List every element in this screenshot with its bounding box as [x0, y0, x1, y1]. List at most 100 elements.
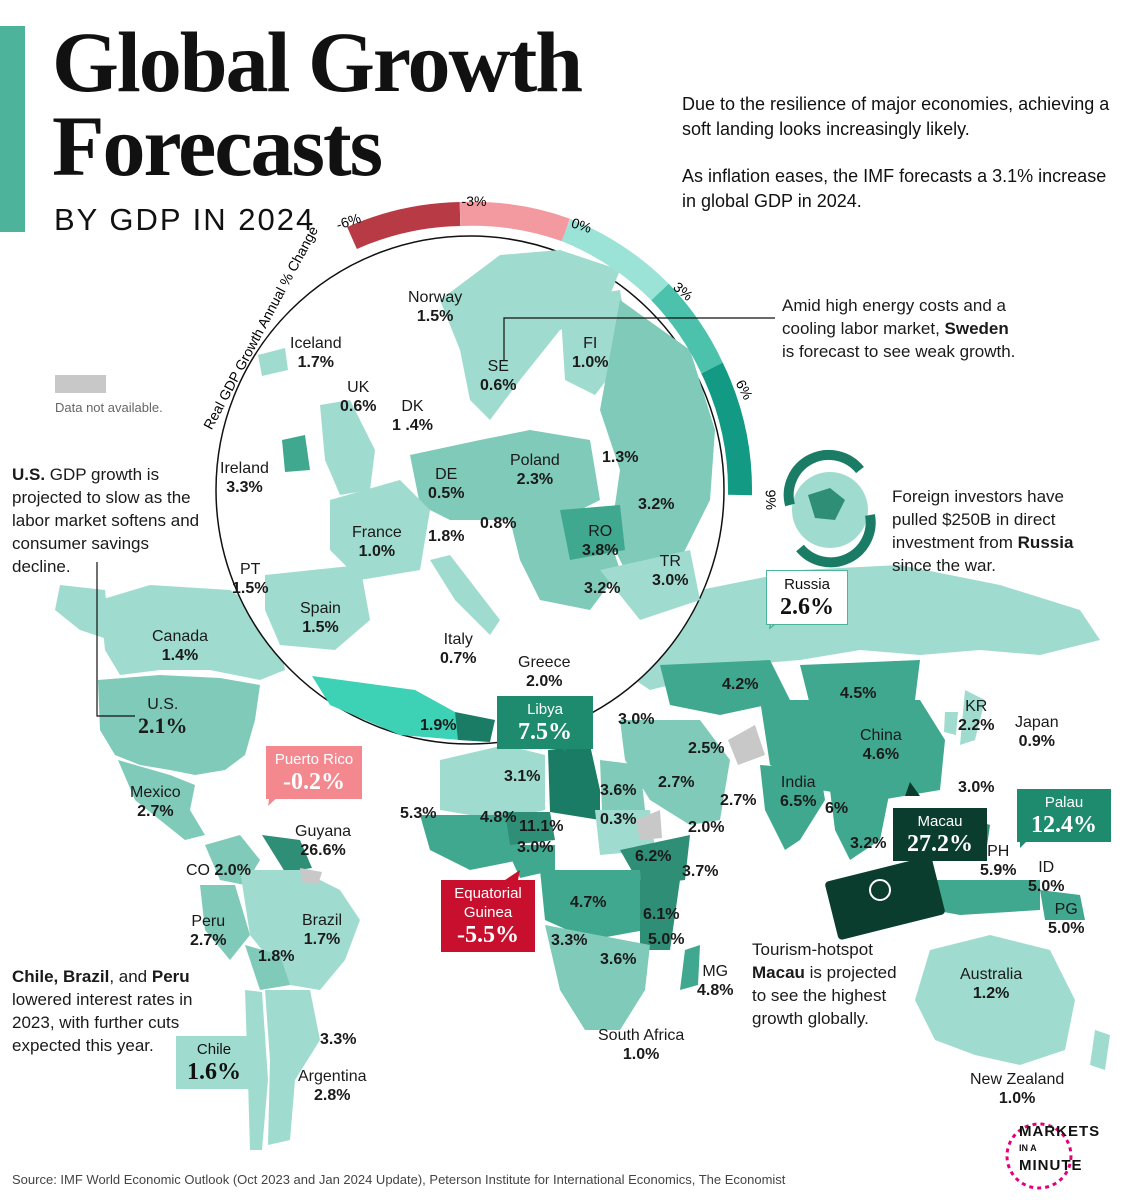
label-iceland: Iceland 1.7% — [290, 335, 342, 371]
passport-icon — [825, 856, 945, 940]
label-drc: 4.7% — [570, 894, 607, 911]
romania-shape — [560, 505, 625, 560]
label-oman: 2.7% — [720, 792, 757, 809]
ireland-shape — [282, 435, 310, 472]
label-mexico: Mexico 2.7% — [130, 784, 181, 820]
africa — [420, 745, 700, 1030]
label-colombia: CO 2.0% — [186, 862, 251, 879]
label-norway: Norway 1.5% — [408, 289, 463, 325]
scale-tick-label: 0% — [569, 215, 593, 236]
australia-shape — [915, 935, 1075, 1065]
scandinavia-shape — [440, 250, 620, 420]
label-turkey: TR 3.0% — [652, 553, 689, 589]
us-leader — [96, 562, 135, 717]
madagascar-shape — [680, 945, 700, 990]
southern-africa-shape — [545, 925, 650, 1030]
bolivia-shape — [245, 945, 290, 990]
label-zimbabwe: 3.6% — [600, 951, 637, 968]
png-shape — [1040, 890, 1085, 920]
france-shape — [330, 480, 430, 580]
east-africa-shape — [640, 880, 680, 950]
no-data-region-2 — [636, 810, 662, 840]
label-sudan: 0.3% — [600, 811, 637, 828]
label-switzerland: 1.8% — [428, 528, 465, 545]
central-africa-shape — [540, 870, 645, 940]
libya-inset-shape — [455, 712, 495, 742]
label-srilanka: 6% — [825, 800, 849, 817]
label-italy: Italy 0.7% — [440, 631, 477, 667]
page-title: Global Growth Forecasts — [52, 14, 583, 194]
label-guyana: Guyana 26.6% — [295, 823, 352, 859]
mongolia-shape — [800, 660, 920, 705]
mexico-shape — [118, 760, 205, 840]
middle-east-shape — [620, 720, 730, 825]
niger-shape — [505, 812, 555, 845]
russia-west-shape — [600, 300, 715, 600]
label-madagascar: MG 4.8% — [697, 963, 734, 999]
scale-seg-1 — [347, 202, 461, 250]
label-brazil: Brazil 1.7% — [302, 912, 343, 948]
label-baltic: 1.3% — [602, 449, 639, 466]
argentina-shape — [265, 990, 320, 1145]
kazakhstan-shape — [660, 660, 790, 715]
eqguinea-callout-tail — [505, 870, 520, 880]
sea-shape — [830, 790, 890, 860]
label-greece: Greece 2.0% — [518, 654, 571, 690]
label-new-zealand: New Zealand 1.0% — [970, 1071, 1065, 1107]
label-portugal: PT 1.5% — [232, 561, 269, 597]
alaska-shape — [55, 585, 110, 640]
label-morocco: 1.9% — [420, 717, 457, 734]
note-us: U.S. GDP growth is projected to slow as … — [12, 465, 200, 576]
central-europe-shape — [410, 430, 600, 520]
us-shape — [98, 675, 260, 775]
label-bulgaria: 3.2% — [584, 580, 621, 597]
canada-shape — [100, 585, 285, 680]
label-saudi: 2.7% — [658, 774, 695, 791]
south-america — [200, 835, 360, 1150]
label-korea: KR 2.2% — [958, 698, 995, 734]
scale-seg-4 — [651, 283, 723, 374]
label-canada: Canada 1.4% — [152, 628, 209, 664]
label-peru: Peru 2.7% — [190, 913, 227, 949]
uk-shape — [320, 400, 375, 495]
west-africa-shape — [420, 815, 520, 870]
label-finland: FI 1.0% — [572, 335, 609, 371]
callout-russia: Russia 2.6% — [766, 570, 848, 625]
callout-libya: Libya 7.5% — [497, 696, 593, 749]
nigeria-shape — [505, 845, 555, 878]
label-algeria: 3.1% — [504, 768, 541, 785]
korea-shape — [944, 712, 958, 735]
label-philippines: PH 5.9% — [980, 843, 1017, 879]
macau-callout-tail — [905, 782, 920, 796]
japan-shape — [960, 690, 985, 745]
callout-puerto-rico: Puerto Rico -0.2% — [266, 746, 362, 799]
label-spain: Spain 1.5% — [300, 600, 341, 636]
italy-shape — [430, 555, 500, 635]
scale-tick-label: -6% — [334, 210, 363, 233]
india-shape — [760, 765, 825, 850]
label-ukraine: 3.2% — [638, 496, 675, 513]
gray-no-data — [300, 725, 765, 885]
iberia-shape — [265, 565, 370, 650]
label-china: China 4.6% — [860, 727, 902, 763]
peru-shape — [200, 885, 250, 960]
label-niger: 11.1% — [519, 818, 564, 835]
label-angola: 3.3% — [551, 932, 588, 949]
note-macau: Tourism-hotspot Macau is projected to se… — [752, 940, 897, 1028]
label-uk: UK 0.6% — [340, 379, 377, 415]
asia — [620, 565, 1100, 920]
label-kazakhstan: 4.2% — [722, 676, 759, 693]
scale-seg-3 — [561, 218, 669, 301]
chile-shape — [245, 990, 268, 1150]
label-png: PG 5.0% — [1048, 901, 1085, 937]
no-data-region-3 — [300, 868, 322, 885]
label-israel: 3.0% — [618, 711, 655, 728]
label-india: India 6.5% — [780, 774, 817, 810]
callout-palau: Palau 12.4% — [1017, 789, 1111, 842]
label-malaysia: 3.2% — [850, 835, 887, 852]
label-ireland: Ireland 3.3% — [220, 460, 269, 496]
label-egypt: 3.6% — [600, 782, 637, 799]
brand-logo — [1005, 1122, 1073, 1190]
label-japan: Japan 0.9% — [1015, 714, 1059, 750]
label-south-africa: South Africa 1.0% — [598, 1027, 685, 1063]
